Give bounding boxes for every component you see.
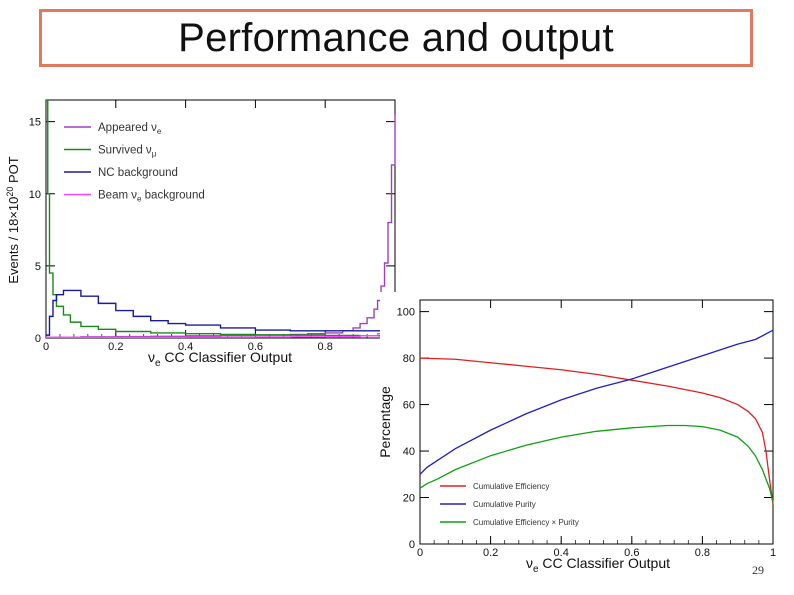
y-tick-label: 100 <box>397 307 415 319</box>
x-tick-label: 0.8 <box>695 547 710 559</box>
series-line-1 <box>46 99 396 337</box>
x-tick-label: 0.6 <box>248 341 263 353</box>
y-tick-label: 10 <box>29 189 41 201</box>
x-axis-label: νe CC Classifier Output <box>526 555 670 575</box>
plot-frame <box>419 299 774 545</box>
series-line-2 <box>419 424 774 503</box>
x-tick-label: 0.4 <box>178 341 193 353</box>
legend-label: NC background <box>98 167 178 179</box>
slide-number: 29 <box>752 563 764 577</box>
x-tick-label: 0.8 <box>318 341 333 353</box>
y-axis-label: Percentage <box>377 386 393 458</box>
x-tick-label: 0.2 <box>483 547 498 559</box>
legend-label: Cumulative Efficiency <box>473 482 549 491</box>
legend-label: Cumulative Purity <box>473 500 536 509</box>
y-tick-label: 40 <box>403 446 415 458</box>
y-axis-label: Events / 18×1020 POT <box>5 156 21 284</box>
x-tick-label: 0 <box>43 341 49 353</box>
x-tick-label: 1 <box>770 547 776 559</box>
plot-frame <box>45 99 396 339</box>
y-tick-label: 60 <box>403 400 415 412</box>
series-line-0 <box>419 357 774 505</box>
slide-title-box: Performance and output <box>39 9 753 67</box>
y-tick-label: 80 <box>403 353 415 365</box>
legend-label: Beam νe background <box>98 190 205 204</box>
legend-label: Cumulative Efficiency × Purity <box>473 518 579 527</box>
y-tick-label: 20 <box>403 493 415 505</box>
x-axis-label: νe CC Classifier Output <box>148 349 292 369</box>
legend-label: Survived νμ <box>98 145 157 159</box>
y-tick-label: 0 <box>35 333 41 345</box>
legend-label: Appeared νe <box>98 122 162 136</box>
plot-background <box>380 292 794 584</box>
x-tick-label: 0 <box>417 547 423 559</box>
y-tick-label: 5 <box>35 261 41 273</box>
x-tick-label: 0.4 <box>554 547 569 559</box>
y-tick-label: 15 <box>29 117 41 129</box>
series-line-2 <box>46 289 396 336</box>
y-tick-label: 0 <box>409 539 415 551</box>
series-line-3 <box>46 330 396 338</box>
slide-title: Performance and output <box>178 15 614 60</box>
x-tick-label: 0.2 <box>108 341 123 353</box>
x-tick-label: 0.6 <box>624 547 639 559</box>
series-line-1 <box>419 329 774 475</box>
